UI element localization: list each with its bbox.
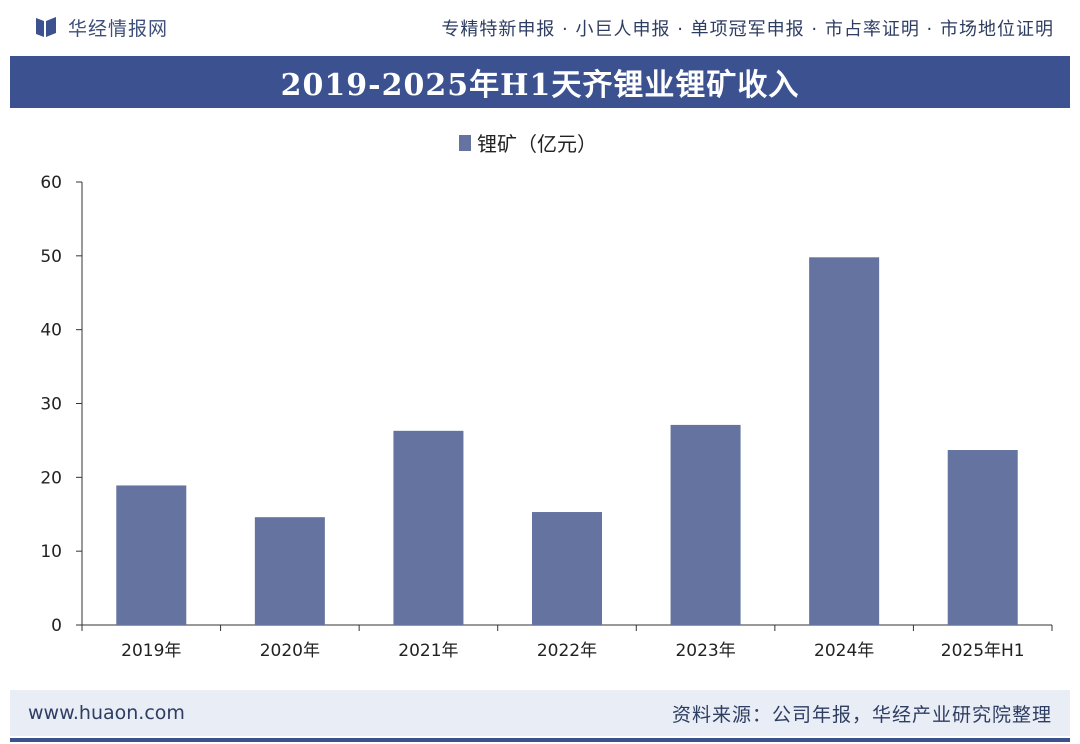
- bottom-rule: [10, 738, 1070, 742]
- bar-chart: 锂矿（亿元） 0 10 20 30 40 50 60 2019年 2020年 2021年 2022年 2…: [40, 132, 1053, 661]
- top-bar: 华经情报网 专精特新申报 · 小巨人申报 · 单项冠军申报 · 市占率证明 · …: [0, 0, 1080, 54]
- x-tick-label: 2025年H1: [941, 641, 1025, 661]
- y-tick-label: 20: [40, 468, 62, 488]
- bar-2: [254, 517, 325, 625]
- legend-label: 锂矿（亿元）: [477, 132, 597, 156]
- y-tick-label: 50: [40, 247, 62, 267]
- chart-area: 锂矿（亿元） 0 10 20 30 40 50 60 2019年 2020年 2021年 2022年 2…: [0, 108, 1080, 688]
- bar-5: [670, 424, 741, 625]
- x-tick-label: 2024年: [814, 641, 874, 661]
- x-tick-label: 2019年: [121, 641, 181, 661]
- brand-name: 华经情报网: [68, 17, 169, 40]
- x-tick-label: 2020年: [260, 641, 320, 661]
- bar-4: [532, 512, 602, 625]
- title-bar: 2019-2025年H1天齐锂业锂矿收入: [10, 56, 1070, 108]
- y-tick-label: 30: [40, 395, 62, 415]
- legend: 锂矿（亿元）: [459, 132, 597, 156]
- y-tick-label: 10: [40, 542, 62, 562]
- data-source: 资料来源：公司年报，华经产业研究院整理: [671, 703, 1052, 726]
- y-tick-label: 0: [51, 616, 62, 636]
- legend-swatch: [459, 135, 471, 151]
- service-tagline: 专精特新申报 · 小巨人申报 · 单项冠军申报 · 市占率证明 · 市场地位证明: [441, 19, 1054, 40]
- bar-1: [116, 485, 187, 625]
- website-url: www.huaon.com: [28, 702, 185, 724]
- y-tick-label: 40: [40, 321, 62, 341]
- brand: 华经情报网: [34, 14, 168, 41]
- y-tick-label: 60: [40, 173, 62, 193]
- bar-7: [947, 450, 1018, 625]
- bar-6: [809, 257, 880, 625]
- x-tick-label: 2022年: [537, 641, 597, 661]
- huajing-logo-icon: [36, 17, 56, 37]
- x-tick-label: 2023年: [675, 641, 735, 661]
- x-tick-label: 2021年: [398, 641, 458, 661]
- chart-title: 2019-2025年H1天齐锂业锂矿收入: [280, 68, 800, 103]
- bar-3: [393, 430, 464, 625]
- footer-bar: www.huaon.com 资料来源：公司年报，华经产业研究院整理: [10, 690, 1070, 736]
